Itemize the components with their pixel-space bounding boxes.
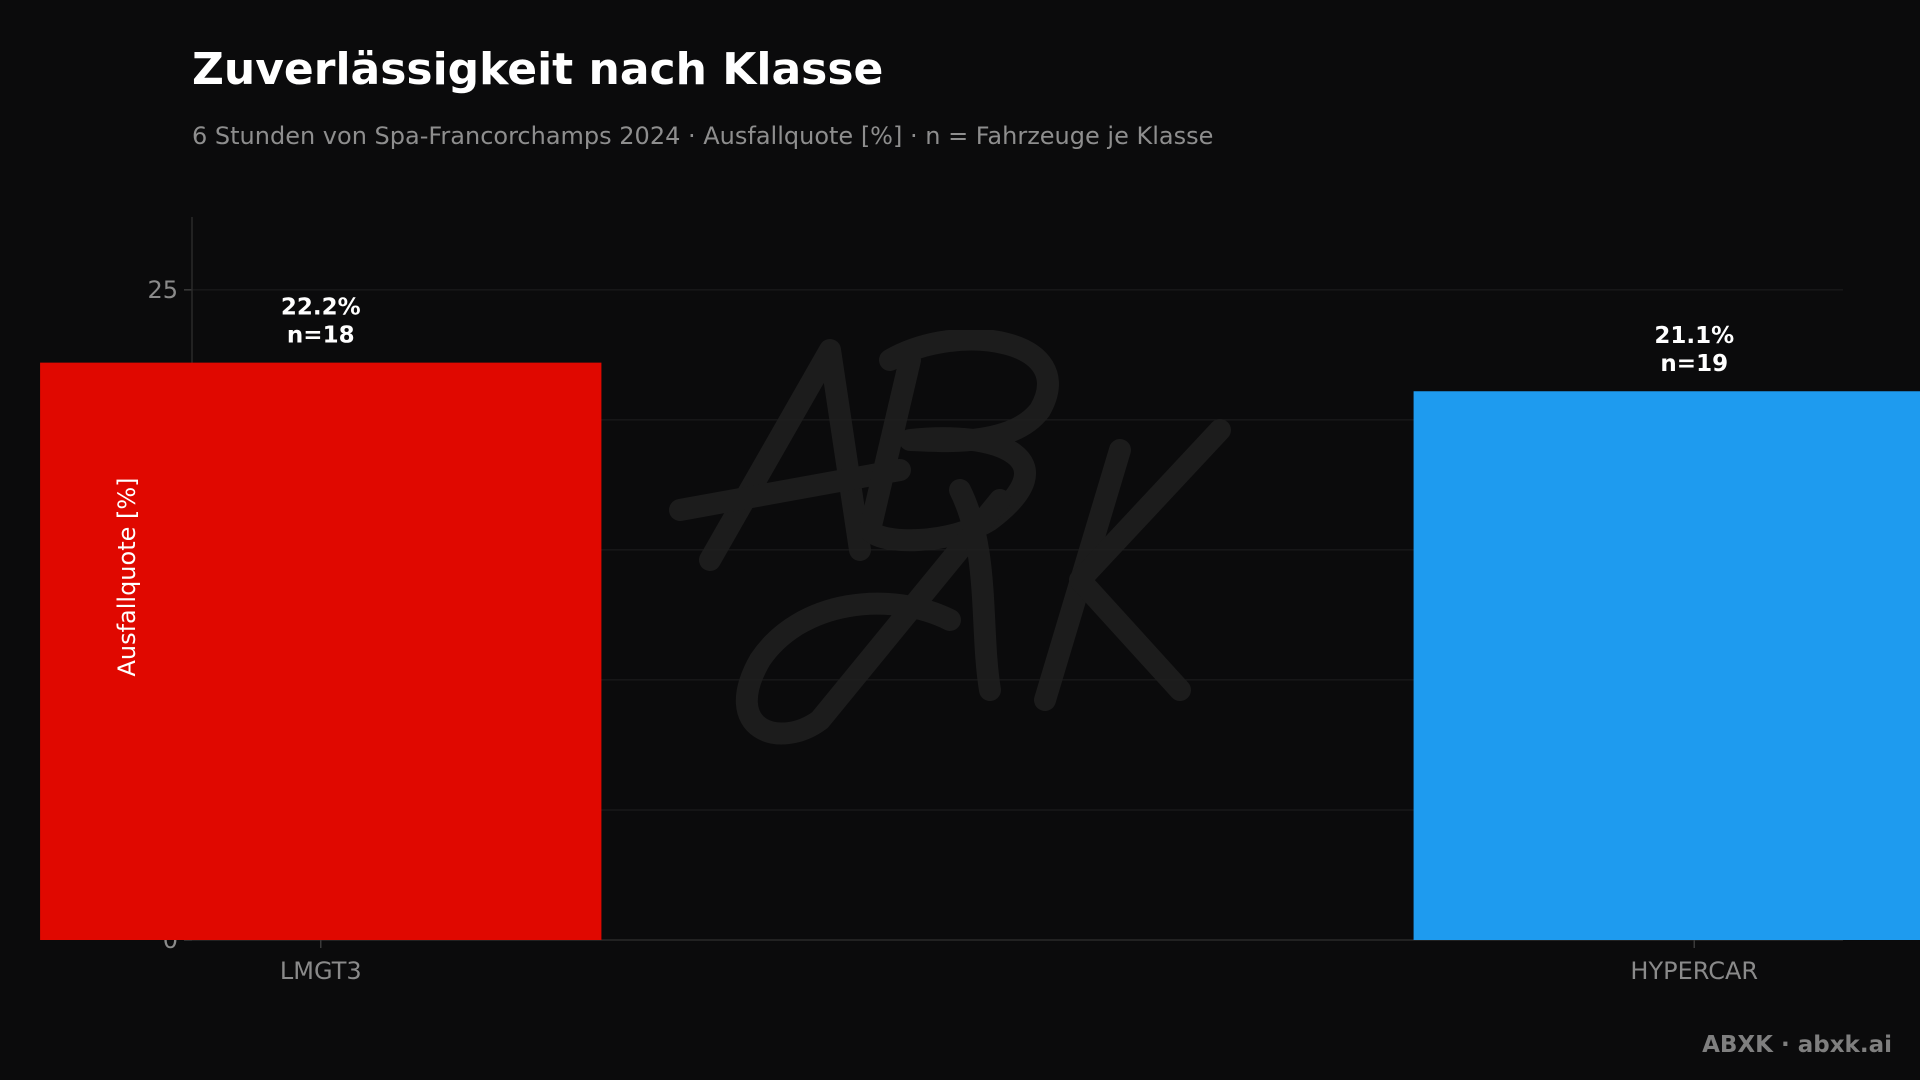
brand-separator: ·: [1780, 1032, 1790, 1058]
data-labels: 22.2%n=18 21.1%n=19: [281, 295, 1734, 378]
bars: [40, 362, 1920, 941]
brand-footer: ABXK · abxk.ai: [1702, 1032, 1892, 1058]
y-axis-label: Ausfallquote [%]: [113, 477, 141, 676]
y-tick-label: 25: [147, 276, 178, 304]
bar-lmgt3: [40, 362, 602, 941]
x-tick-label: HYPERCAR: [1630, 957, 1758, 985]
chart-subtitle: 6 Stunden von Spa-Francorchamps 2024 · A…: [192, 122, 1214, 150]
brand-url: abxk.ai: [1797, 1032, 1892, 1058]
brand-name: ABXK: [1702, 1032, 1773, 1058]
chart-title: Zuverlässigkeit nach Klasse: [192, 44, 884, 95]
value-label: 21.1%: [1654, 323, 1734, 349]
bar-hypercar: [1413, 391, 1920, 941]
value-label: 22.2%: [281, 295, 361, 321]
count-label: n=19: [1660, 351, 1728, 377]
count-label: n=18: [287, 323, 355, 349]
x-tick-label: LMGT3: [280, 957, 362, 985]
